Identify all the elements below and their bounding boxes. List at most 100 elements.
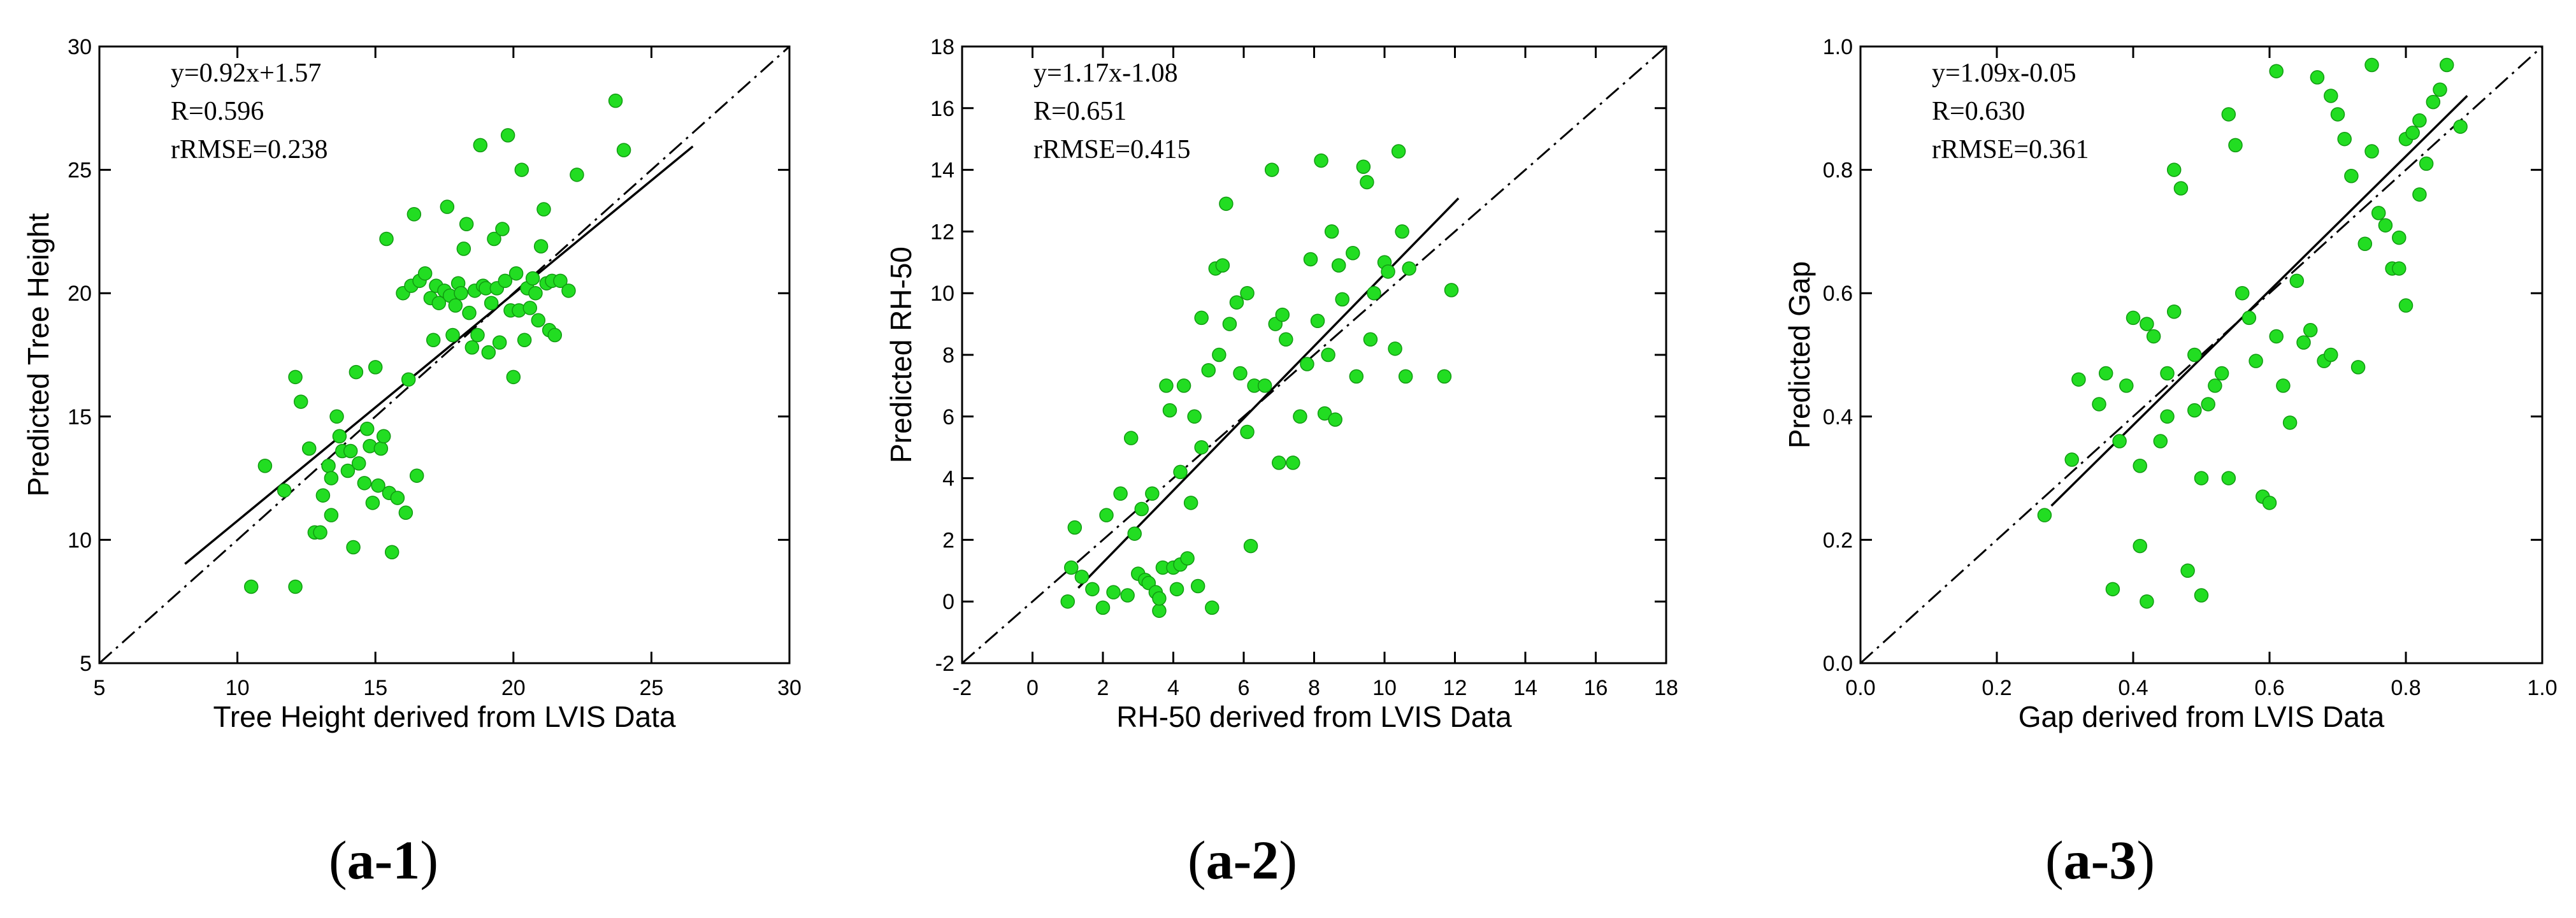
data-point	[473, 138, 488, 153]
data-point	[1314, 153, 1328, 168]
x-tick-label: 0.6	[2254, 676, 2284, 700]
data-point	[1173, 464, 1188, 480]
chart-panel-3: 0.0 0.2 0.4 0.6 0.8 1.0 0.0 0.2 0.4 0.6 0.8 1.0 Gap …	[1783, 35, 2558, 733]
data-point	[257, 458, 273, 473]
data-point	[1134, 501, 1149, 517]
data-point	[1240, 285, 1255, 301]
data-point	[398, 505, 414, 520]
x-tick-label: 5	[94, 676, 106, 700]
panel-label-a3: (a-3)	[2045, 829, 2155, 891]
regression-line	[184, 145, 694, 565]
data-point	[313, 525, 327, 540]
data-point	[470, 327, 485, 343]
data-point	[498, 273, 513, 289]
data-point	[547, 327, 563, 343]
data-point	[1300, 357, 1314, 371]
data-point	[487, 231, 501, 247]
data-point	[1074, 570, 1090, 584]
data-point	[2140, 594, 2154, 609]
data-point	[1190, 578, 1205, 594]
data-point	[343, 443, 358, 459]
stat-annotation: rRMSE=0.238	[171, 135, 328, 164]
data-point	[1321, 347, 1335, 362]
data-point	[365, 496, 380, 510]
data-point	[525, 271, 540, 286]
data-point	[464, 340, 480, 355]
data-point	[2357, 236, 2373, 252]
y-tick-label: 5	[80, 652, 92, 676]
data-point	[1120, 588, 1135, 603]
y-tick-label: 20	[68, 282, 92, 306]
data-point	[1303, 252, 1318, 267]
data-point	[2412, 113, 2427, 128]
x-tick-label: 0.0	[1845, 676, 1875, 700]
data-point	[1152, 603, 1167, 618]
data-point	[390, 491, 405, 505]
x-tick-label: 18	[1654, 676, 1678, 700]
chart-panel-1: 5 10 15 20 25 30 5 10 15 20 25 30 Tree Height derive…	[22, 35, 802, 733]
data-point	[2160, 366, 2175, 381]
x-tick-label: 0.2	[1982, 676, 2011, 700]
data-point	[1067, 520, 1083, 535]
data-point	[2433, 82, 2447, 97]
x-tick-label: 10	[226, 676, 250, 700]
y-tick-label: 0	[942, 590, 954, 614]
data-point	[2064, 452, 2079, 467]
data-point	[349, 364, 364, 380]
data-point	[2180, 563, 2195, 578]
y-tick-label: 4	[942, 467, 954, 491]
y-tick-label: 0.6	[1823, 282, 1853, 306]
data-point	[2262, 496, 2277, 510]
data-point	[1363, 332, 1378, 347]
data-point	[608, 93, 623, 108]
data-point	[384, 545, 399, 560]
data-point	[2337, 131, 2352, 147]
data-point	[329, 409, 344, 424]
data-point	[1331, 258, 1346, 273]
chart-panel-2: -2 0 2 4 6 8 10 12 14 16 18 -2 0 2 4 6 8 10 12 14 16 18 RH-50 …	[884, 35, 1678, 733]
data-point	[481, 345, 496, 360]
x-tick-label: 16	[1584, 676, 1608, 700]
data-point	[2303, 323, 2318, 338]
data-point	[1212, 347, 1227, 362]
data-point	[2194, 588, 2209, 603]
x-tick-label: 2	[1097, 676, 1109, 700]
data-point	[522, 301, 538, 315]
y-tick-label: 8	[942, 343, 954, 368]
data-point	[495, 222, 510, 236]
stat-annotation: R=0.630	[1932, 97, 2025, 126]
data-point	[1064, 560, 1079, 575]
data-point	[301, 441, 317, 456]
data-point	[1145, 486, 1160, 501]
data-point	[531, 313, 546, 328]
stat-annotation: y=1.17x-1.08	[1033, 59, 1178, 88]
data-point	[315, 488, 331, 503]
data-point	[2276, 378, 2291, 393]
data-point	[332, 429, 347, 444]
data-point	[1159, 378, 1174, 393]
y-tick-label: 16	[930, 97, 954, 121]
stat-annotation: y=0.92x+1.57	[171, 59, 321, 88]
stat-annotation: R=0.596	[171, 97, 264, 126]
data-point	[2140, 317, 2154, 331]
data-point	[1349, 369, 1364, 384]
one-to-one-line	[962, 47, 1666, 663]
data-point	[2187, 403, 2202, 418]
data-point	[417, 266, 433, 281]
data-point	[1293, 409, 1307, 424]
data-point	[1381, 264, 1395, 279]
data-point	[1360, 175, 1374, 190]
y-tick-label: -2	[935, 652, 954, 676]
data-point	[1240, 424, 1255, 440]
x-tick-label: 6	[1238, 676, 1250, 700]
data-point	[459, 217, 474, 232]
data-point	[456, 241, 471, 256]
data-point	[1243, 538, 1258, 554]
data-point	[454, 285, 468, 301]
data-point	[616, 143, 631, 157]
x-tick-label: 12	[1443, 676, 1467, 700]
data-point	[2310, 70, 2325, 85]
data-point	[1272, 455, 1286, 470]
data-point	[2098, 366, 2113, 381]
y-tick-label: 0.0	[1823, 652, 1853, 676]
